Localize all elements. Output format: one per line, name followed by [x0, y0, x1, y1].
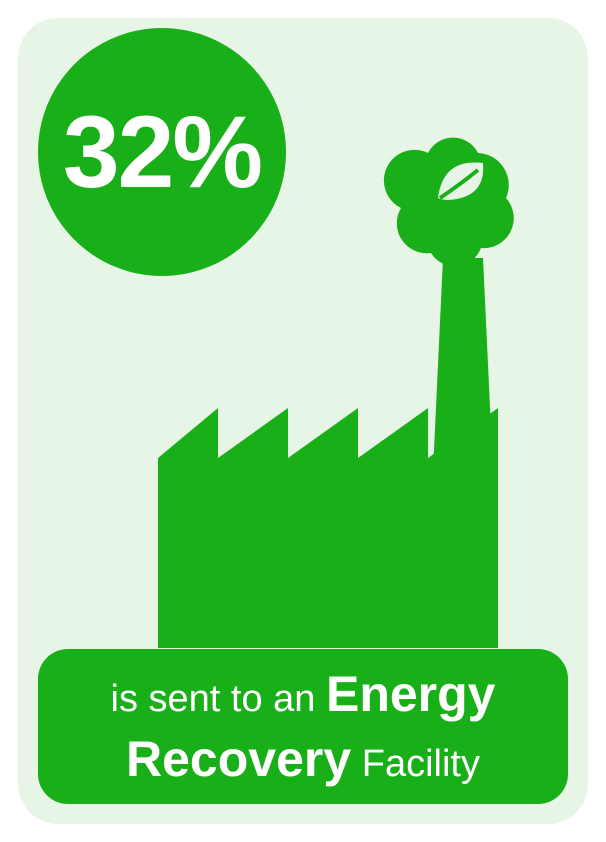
- stat-value: 32%: [63, 94, 261, 211]
- caption-suffix: Facility: [351, 743, 480, 785]
- infographic-card: 32% is sent to an Energy Recovery Facili…: [18, 18, 588, 824]
- caption-box: is sent to an Energy Recovery Facility: [38, 649, 568, 804]
- caption-text: is sent to an Energy Recovery Facility: [58, 662, 548, 792]
- caption-prefix: is sent to an: [111, 678, 326, 720]
- stat-circle: 32%: [38, 28, 286, 276]
- leaf-cloud-icon: [384, 138, 514, 267]
